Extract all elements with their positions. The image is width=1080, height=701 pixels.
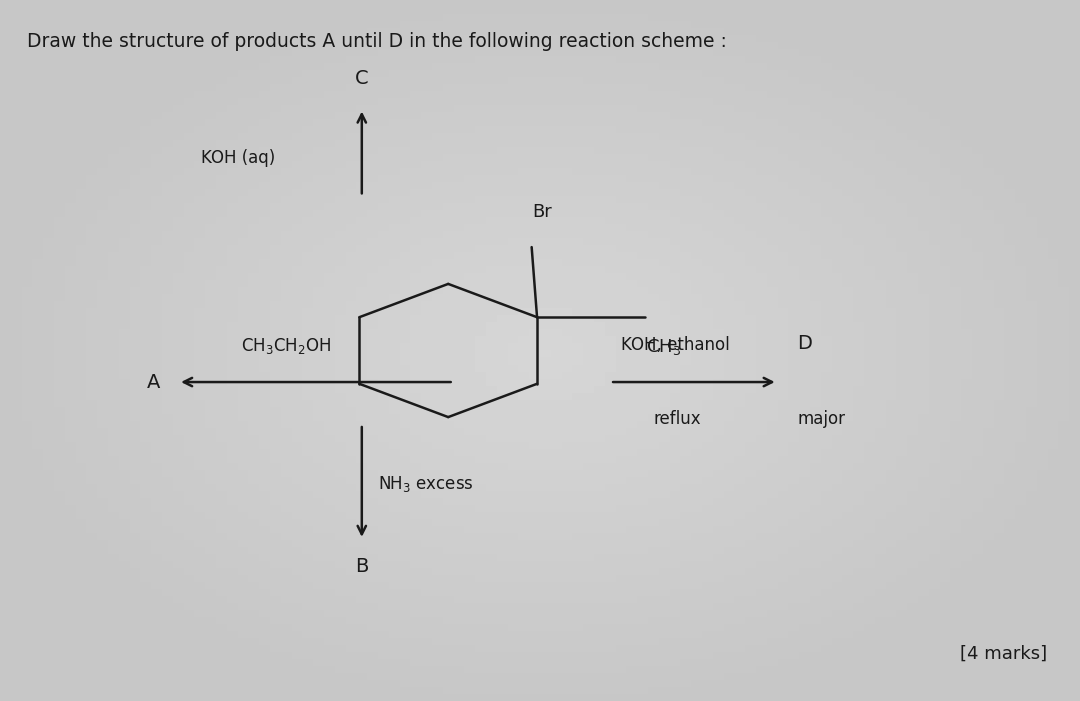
Text: $\mathregular{CH_3}$: $\mathregular{CH_3}$ — [646, 337, 681, 357]
Text: NH$_3$ excess: NH$_3$ excess — [378, 474, 474, 494]
Text: major: major — [797, 410, 845, 428]
Text: B: B — [355, 557, 368, 576]
Text: KOH (aq): KOH (aq) — [201, 149, 275, 167]
Text: C: C — [355, 69, 368, 88]
Text: D: D — [797, 334, 812, 353]
Text: A: A — [147, 372, 160, 392]
Text: [4 marks]: [4 marks] — [960, 644, 1048, 662]
Text: Br: Br — [532, 203, 552, 221]
Text: KOH, ethanol: KOH, ethanol — [621, 336, 730, 354]
Text: Draw the structure of products A until D in the following reaction scheme :: Draw the structure of products A until D… — [27, 32, 727, 50]
Text: $\mathregular{CH_3CH_2OH}$: $\mathregular{CH_3CH_2OH}$ — [241, 336, 332, 356]
Text: reflux: reflux — [653, 410, 701, 428]
